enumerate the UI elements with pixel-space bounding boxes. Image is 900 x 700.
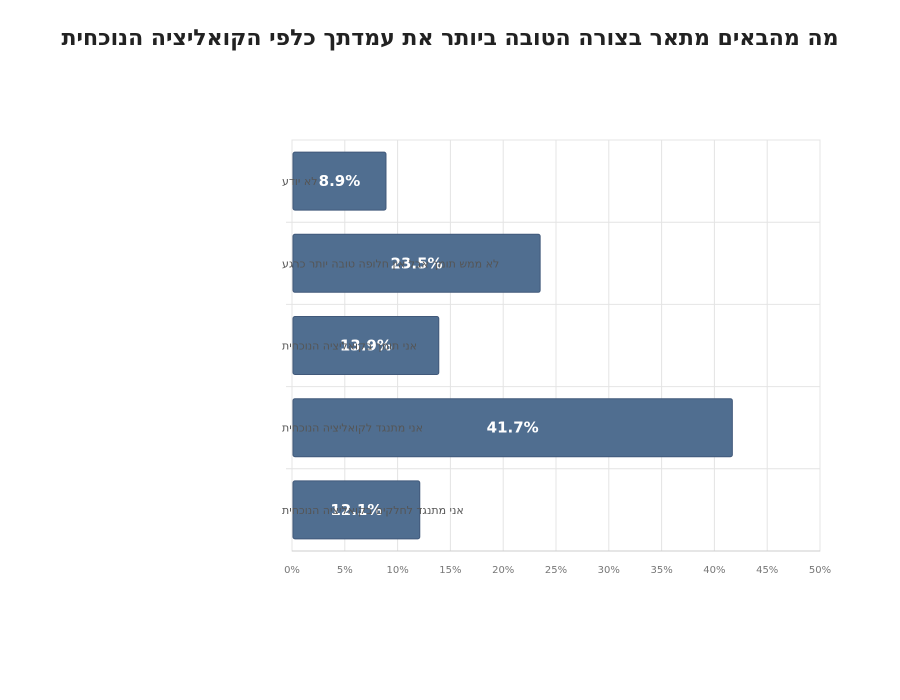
category-label: אני מתנגד לחלקים בקואליציה הנוכחית: [282, 504, 464, 517]
bar-value-label: 13.9%: [340, 337, 392, 355]
bar: [292, 398, 733, 458]
x-tick-label: 40%: [703, 565, 725, 576]
category-label: אני תומך בקואליציה הנוכחית: [282, 340, 417, 353]
bar: [292, 151, 387, 211]
bar-value-label: 23.5%: [391, 254, 443, 272]
x-tick-label: 45%: [756, 565, 778, 576]
x-tick-label: 30%: [598, 565, 620, 576]
category-label: לא ממש תומך אבל אין חלופה טובה יותר כרגע: [282, 257, 499, 270]
chart-title: מה מהבאים מתאר בצורה הטובה ביותר את עמדת…: [61, 26, 839, 51]
x-tick-label: 25%: [545, 565, 567, 576]
bar: [292, 480, 421, 540]
x-tick-label: 0%: [284, 565, 300, 576]
bar-value-label: 12.1%: [330, 501, 382, 519]
bar-value-label: 8.9%: [319, 172, 361, 190]
x-tick-label: 35%: [650, 565, 672, 576]
bar: [292, 316, 440, 375]
x-tick-label: 50%: [809, 565, 831, 576]
x-tick-label: 5%: [337, 565, 353, 576]
bar: [292, 233, 541, 293]
x-tick-label: 20%: [492, 565, 514, 576]
x-tick-label: 10%: [386, 565, 408, 576]
bar-value-label: 41.7%: [487, 419, 539, 437]
category-label: אני מתנגד לקואליציה הנוכחית: [282, 422, 423, 435]
category-label: לא יודע: [282, 175, 317, 188]
x-tick-label: 15%: [439, 565, 461, 576]
